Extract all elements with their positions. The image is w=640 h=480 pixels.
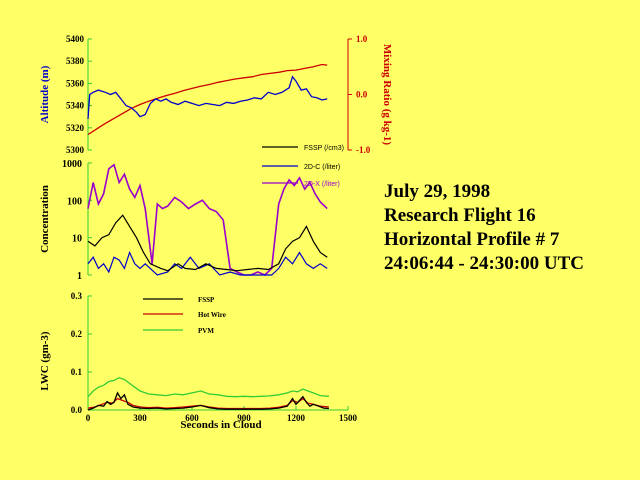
flight-number: Research Flight 16 [384, 205, 536, 226]
seconds-tick-label: 0 [86, 413, 91, 423]
seconds-tick-label: 600 [185, 413, 199, 423]
lwc-tick-label: 0.2 [71, 329, 83, 339]
altitude-axis-title: Altitude (m) [39, 65, 51, 123]
altitude-tick-label: 5300 [66, 145, 85, 155]
mixing-ratio-tick-label: -1.0 [356, 145, 371, 155]
fssp-lwc-series-line [87, 391, 329, 411]
seconds-tick-label: 1500 [339, 413, 358, 423]
concentration-tick-label: 1 [77, 271, 82, 282]
mixing-ratio-tick-label: 0.0 [356, 90, 368, 100]
lwc-axis-title: LWC (gm-3) [39, 331, 51, 391]
altitude-tick-label: 5380 [66, 56, 85, 66]
lwc-legend-label: FSSP [198, 296, 215, 304]
concentration-tick-label: 1000 [62, 159, 82, 170]
lwc-tick-label: 0.1 [71, 367, 83, 377]
twodc-concentration-series-line [87, 250, 328, 276]
concentration-axis-title: Concentration [39, 185, 51, 253]
concentration-tick-label: 10 [72, 234, 82, 245]
flight-date: July 29, 1998 [384, 181, 491, 202]
altitude-tick-label: 5360 [66, 78, 85, 88]
mixing-ratio-axis-title: Mixing Ratio (g kg-1) [381, 44, 393, 145]
profile-number: Horizontal Profile # 7 [384, 229, 560, 250]
concentration-tick-label: 100 [67, 196, 82, 207]
mixing-ratio-tick-label: 1.0 [356, 34, 368, 44]
lwc-tick-label: 0.0 [71, 405, 83, 415]
concentration-legend-label: 2D-C (/liter) [304, 164, 340, 171]
lwc-tick-label: 0.3 [71, 291, 83, 301]
time-range: 24:06:44 - 24:30:00 UTC [384, 253, 585, 274]
altitude-series-line [87, 75, 328, 119]
twodx-concentration-series-line [87, 163, 328, 276]
concentration-legend-label: 2D-X (/liter) [304, 181, 340, 188]
seconds-axis-title: Seconds in Cloud [180, 419, 261, 431]
seconds-tick-label: 1200 [287, 413, 306, 423]
altitude-tick-label: 5320 [66, 123, 85, 133]
concentration-legend-label: FSSP (/cm3) [304, 145, 344, 152]
flight-info: July 29, 1998 Research Flight 16 Horizon… [384, 180, 584, 276]
seconds-tick-label: 300 [133, 413, 147, 423]
seconds-tick-label: 900 [237, 413, 251, 423]
pvm-lwc-series-line [87, 376, 329, 398]
altitude-tick-label: 5340 [66, 101, 85, 111]
lwc-legend-label: Hot Wire [198, 311, 226, 319]
fssp-concentration-series-line [87, 214, 328, 272]
mixing-ratio-series-line [87, 63, 328, 136]
lwc-legend-label: PVM [198, 327, 214, 335]
altitude-tick-label: 5400 [66, 34, 85, 44]
